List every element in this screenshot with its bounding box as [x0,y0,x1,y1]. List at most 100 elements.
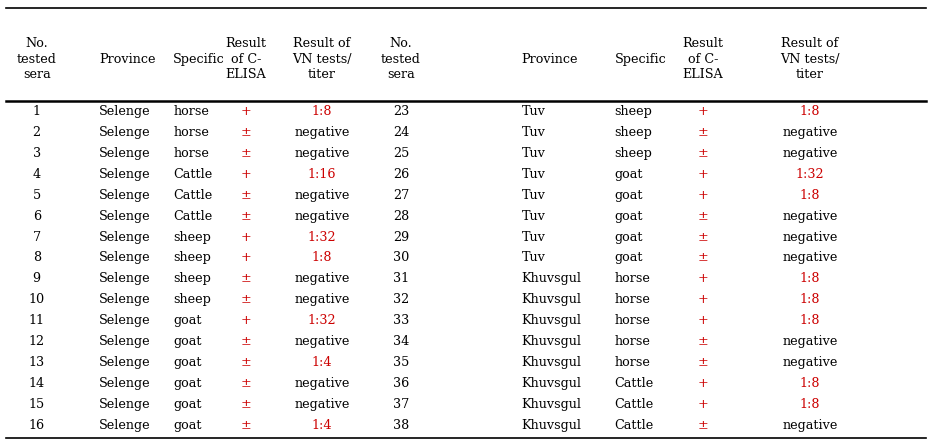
Text: Selenge: Selenge [99,293,151,306]
Text: Selenge: Selenge [99,252,151,264]
Text: Selenge: Selenge [99,356,151,369]
Text: 23: 23 [392,105,409,118]
Text: Khuvsgul: Khuvsgul [522,356,582,369]
Text: Province: Province [99,53,156,66]
Text: negative: negative [295,335,350,348]
Text: 12: 12 [29,335,45,348]
Text: horse: horse [615,293,651,306]
Text: Khuvsgul: Khuvsgul [522,314,582,327]
Text: ±: ± [697,356,708,369]
Text: Selenge: Selenge [99,335,151,348]
Text: 24: 24 [392,126,409,139]
Text: +: + [240,231,251,244]
Text: Specific: Specific [173,53,225,66]
Text: Result
of C-
ELISA: Result of C- ELISA [682,37,723,81]
Text: 1:32: 1:32 [308,314,336,327]
Text: 11: 11 [29,314,45,327]
Text: negative: negative [782,147,838,160]
Text: ±: ± [697,126,708,139]
Text: 3: 3 [33,147,41,160]
Text: Khuvsgul: Khuvsgul [522,398,582,411]
Text: goat: goat [615,210,643,223]
Text: Cattle: Cattle [173,210,212,223]
Text: Khuvsgul: Khuvsgul [522,273,582,285]
Text: horse: horse [615,356,651,369]
Text: goat: goat [173,356,202,369]
Text: +: + [697,293,708,306]
Text: Selenge: Selenge [99,419,151,432]
Text: Selenge: Selenge [99,210,151,223]
Text: Tuv: Tuv [522,168,545,181]
Text: ±: ± [697,147,708,160]
Text: 15: 15 [29,398,45,411]
Text: 28: 28 [392,210,409,223]
Text: negative: negative [295,293,350,306]
Text: +: + [240,105,251,118]
Text: 30: 30 [392,252,409,264]
Text: Result of
VN tests/
titer: Result of VN tests/ titer [293,37,351,81]
Text: 13: 13 [29,356,45,369]
Text: ±: ± [240,189,251,202]
Text: goat: goat [173,398,202,411]
Text: 1:8: 1:8 [800,293,820,306]
Text: sheep: sheep [173,273,212,285]
Text: 37: 37 [392,398,409,411]
Text: Tuv: Tuv [522,126,545,139]
Text: Cattle: Cattle [173,189,212,202]
Text: ±: ± [240,210,251,223]
Text: Tuv: Tuv [522,189,545,202]
Text: goat: goat [615,168,643,181]
Text: negative: negative [295,398,350,411]
Text: Khuvsgul: Khuvsgul [522,419,582,432]
Text: 4: 4 [33,168,41,181]
Text: Khuvsgul: Khuvsgul [522,377,582,390]
Text: +: + [697,105,708,118]
Text: 1:4: 1:4 [311,419,332,432]
Text: Selenge: Selenge [99,377,151,390]
Text: goat: goat [615,231,643,244]
Text: 1:8: 1:8 [800,189,820,202]
Text: ±: ± [240,126,251,139]
Text: negative: negative [295,189,350,202]
Text: ±: ± [240,147,251,160]
Text: horse: horse [615,314,651,327]
Text: sheep: sheep [173,231,212,244]
Text: 7: 7 [33,231,41,244]
Text: negative: negative [782,210,838,223]
Text: sheep: sheep [173,252,212,264]
Text: ±: ± [697,210,708,223]
Text: 2: 2 [33,126,41,139]
Text: 33: 33 [392,314,409,327]
Text: Selenge: Selenge [99,273,151,285]
Text: 1:16: 1:16 [308,168,336,181]
Text: Specific: Specific [615,53,666,66]
Text: Khuvsgul: Khuvsgul [522,335,582,348]
Text: ±: ± [240,293,251,306]
Text: sheep: sheep [615,126,652,139]
Text: 1:32: 1:32 [308,231,336,244]
Text: ±: ± [697,335,708,348]
Text: 14: 14 [29,377,45,390]
Text: 29: 29 [392,231,409,244]
Text: horse: horse [173,105,209,118]
Text: Tuv: Tuv [522,231,545,244]
Text: Khuvsgul: Khuvsgul [522,293,582,306]
Text: 27: 27 [392,189,409,202]
Text: negative: negative [782,126,838,139]
Text: ±: ± [240,356,251,369]
Text: +: + [697,398,708,411]
Text: ±: ± [240,398,251,411]
Text: sheep: sheep [615,147,652,160]
Text: negative: negative [782,231,838,244]
Text: 1:8: 1:8 [800,398,820,411]
Text: ±: ± [240,335,251,348]
Text: horse: horse [173,126,209,139]
Text: +: + [240,314,251,327]
Text: goat: goat [173,419,202,432]
Text: sheep: sheep [173,293,212,306]
Text: sheep: sheep [615,105,652,118]
Text: ±: ± [697,419,708,432]
Text: 8: 8 [33,252,41,264]
Text: goat: goat [615,189,643,202]
Text: +: + [240,168,251,181]
